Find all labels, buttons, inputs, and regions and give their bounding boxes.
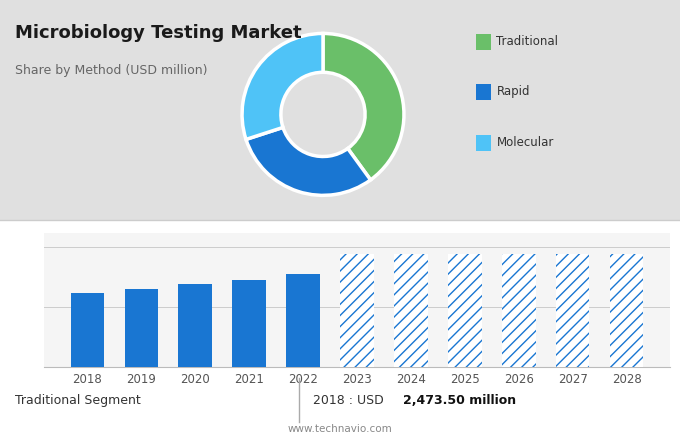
Text: Traditional: Traditional [496,35,558,48]
Text: Share by Method (USD million): Share by Method (USD million) [15,64,207,77]
Bar [502,254,536,367]
Bar [124,289,158,367]
Bar [340,254,374,367]
Wedge shape [246,128,371,195]
Bar [610,254,643,367]
Text: www.technavio.com: www.technavio.com [288,424,392,434]
Bar [556,254,590,367]
Text: Traditional Segment: Traditional Segment [15,394,141,407]
Bar [178,284,212,367]
Text: 2,473.50 million: 2,473.50 million [403,394,516,407]
Text: Microbiology Testing Market: Microbiology Testing Market [15,24,302,42]
Bar [286,274,320,367]
Text: Molecular: Molecular [496,136,554,149]
Text: 2018 : USD: 2018 : USD [313,394,388,407]
Text: Rapid: Rapid [496,85,530,99]
Wedge shape [323,33,404,180]
Bar [233,279,266,367]
Bar [71,293,104,367]
Bar [394,254,428,367]
Bar [448,254,481,367]
Wedge shape [242,33,323,139]
